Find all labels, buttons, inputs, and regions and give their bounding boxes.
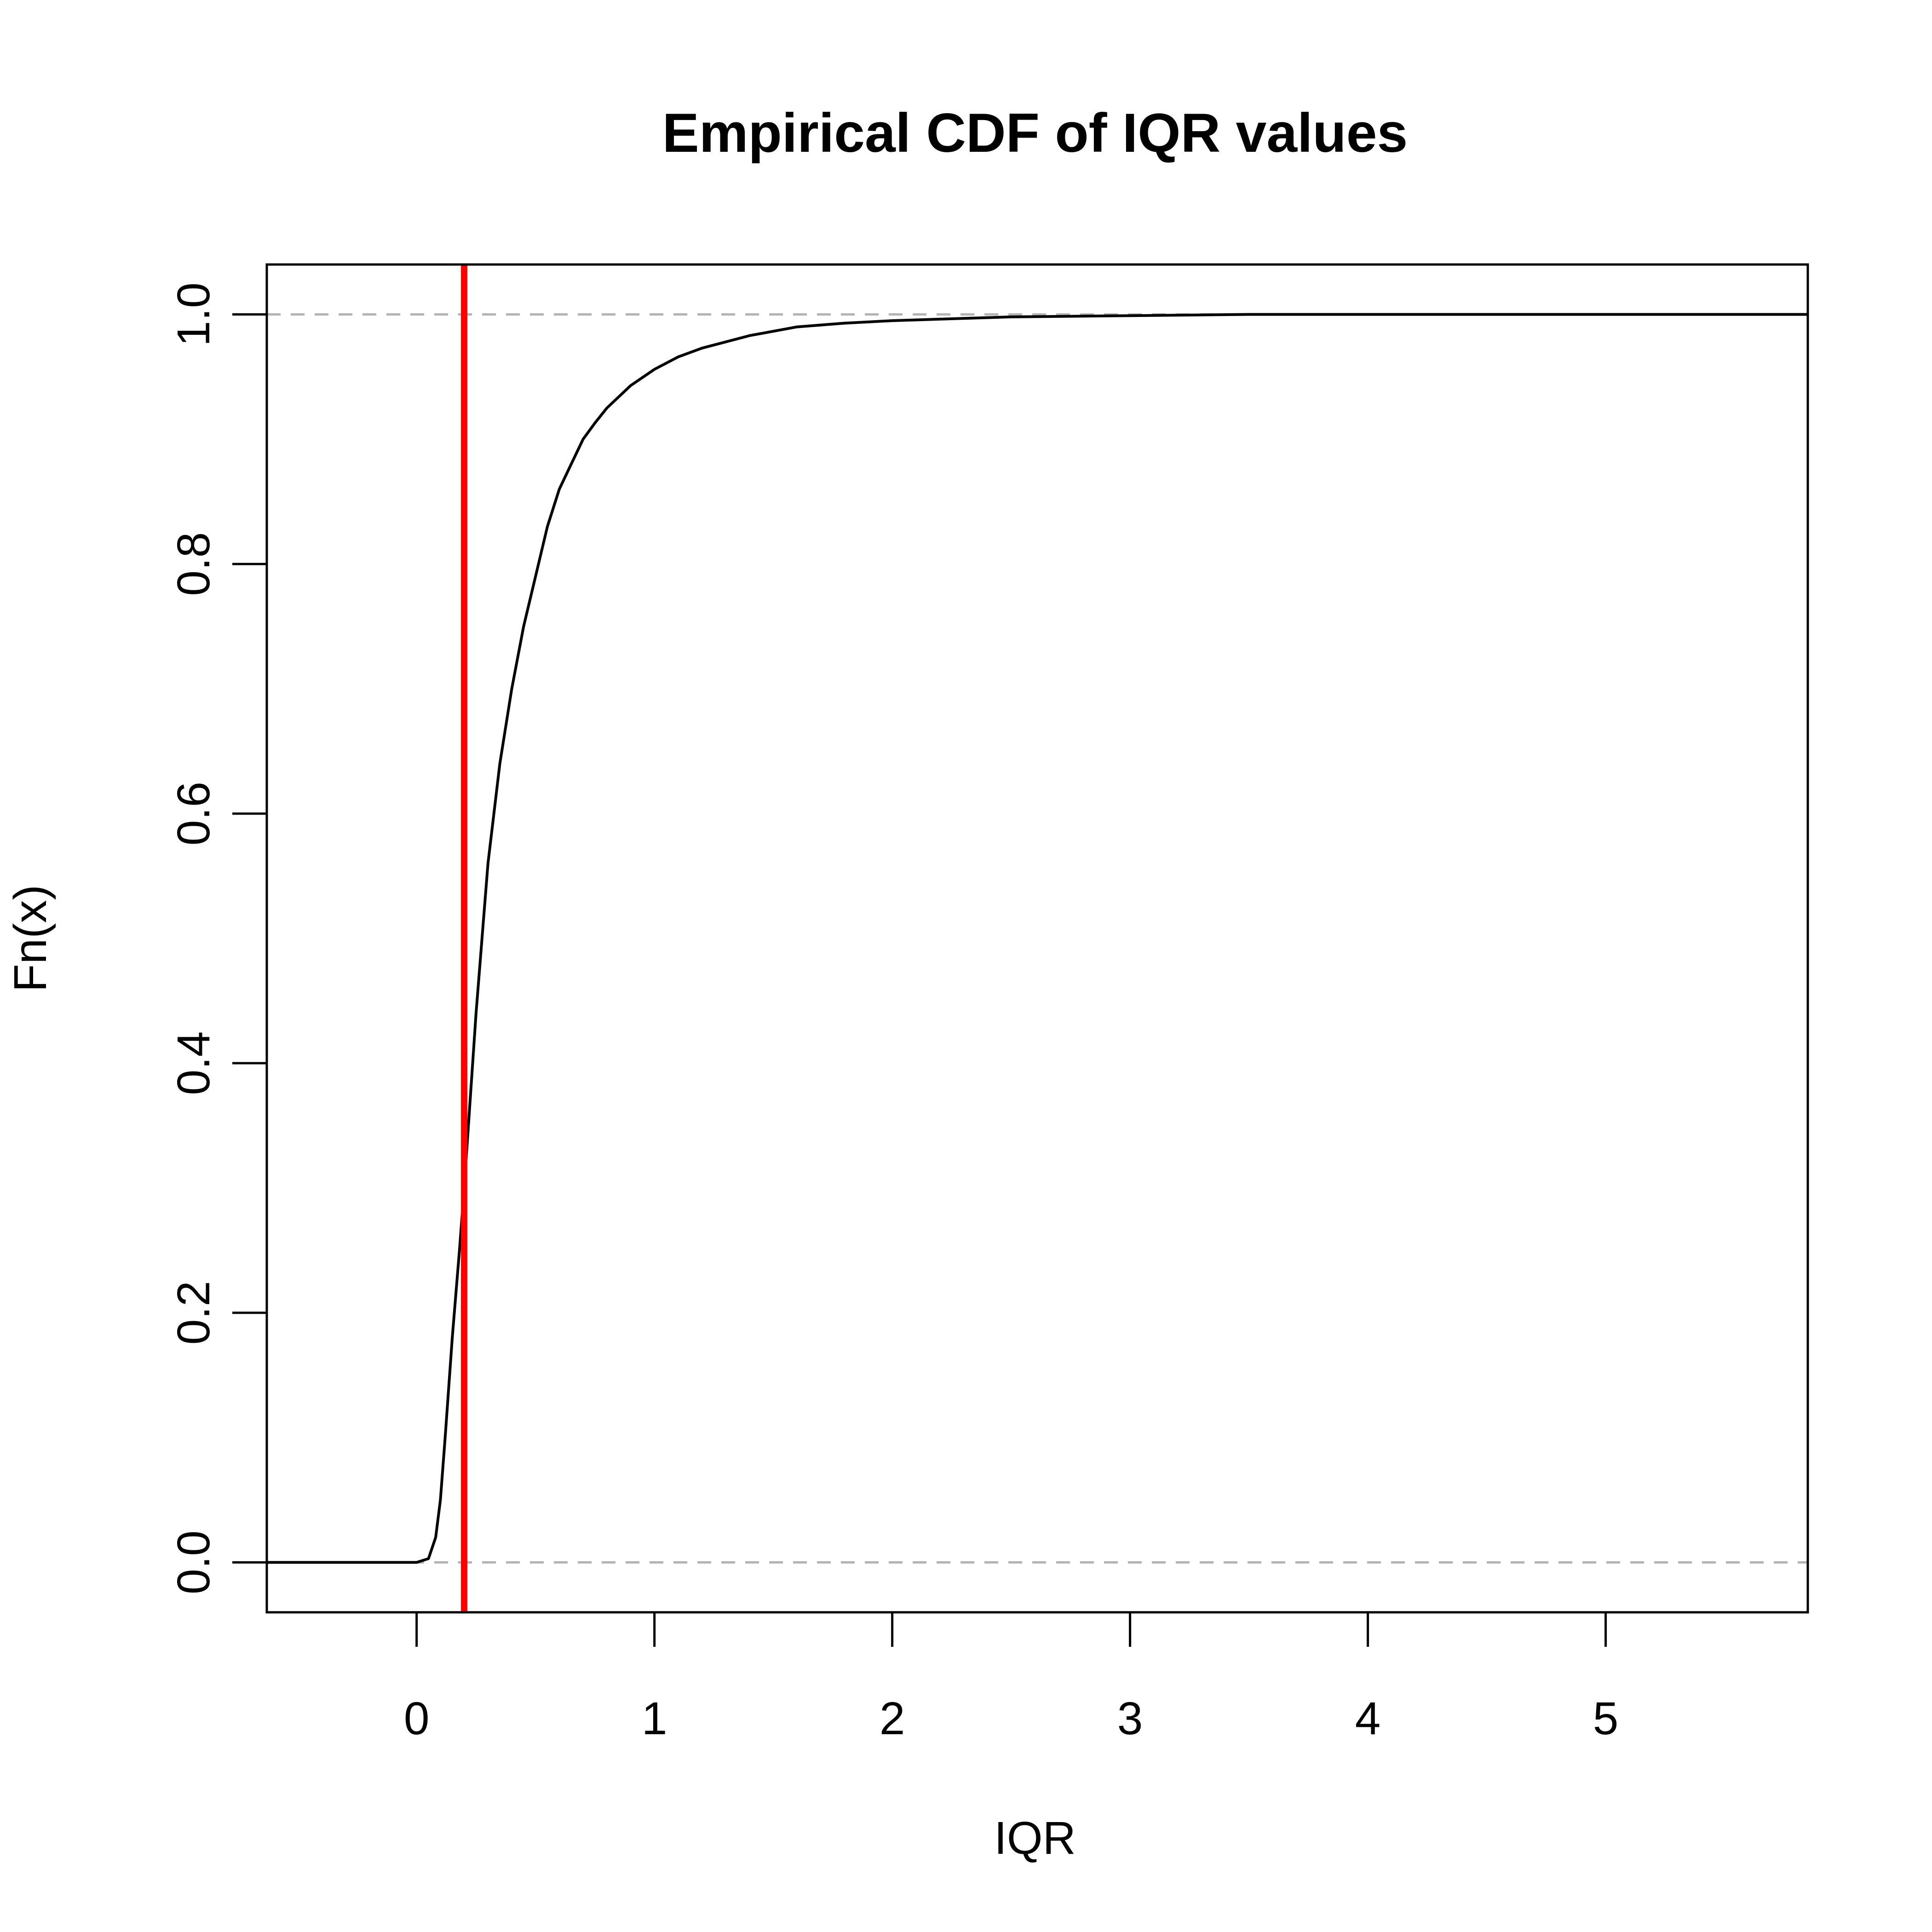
y-tick-label-4: 0.8 <box>168 532 219 596</box>
x-axis-label: IQR <box>994 1812 1076 1864</box>
plot-area <box>267 264 1808 1612</box>
x-tick-label-0: 0 <box>404 1693 430 1744</box>
x-tick-label-4: 4 <box>1355 1693 1381 1744</box>
reference-lines <box>267 313 1808 1564</box>
x-tick-label-1: 1 <box>642 1693 667 1744</box>
x-tick-label-2: 2 <box>880 1693 905 1744</box>
ecdf-line-0 <box>267 313 1808 1564</box>
y-tick-label-1: 0.2 <box>168 1281 219 1345</box>
series-layer <box>267 313 1808 1564</box>
y-tick-label-0: 0.0 <box>168 1530 219 1594</box>
x-tick-label-3: 3 <box>1117 1693 1143 1744</box>
y-axis: 0.0 0.2 0.4 0.6 0.8 1.0 <box>168 282 267 1594</box>
plot-frame <box>265 263 1809 1614</box>
y-tick-label-5: 1.0 <box>168 282 219 346</box>
y-tick-label-2: 0.4 <box>168 1031 219 1095</box>
x-axis: 0 1 2 3 4 5 <box>404 1612 1619 1744</box>
chart-title: Empirical CDF of IQR values <box>662 102 1408 164</box>
y-axis-label: Fn(x) <box>5 885 56 992</box>
y-tick-label-3: 0.6 <box>168 782 219 845</box>
x-tick-label-5: 5 <box>1593 1693 1619 1744</box>
